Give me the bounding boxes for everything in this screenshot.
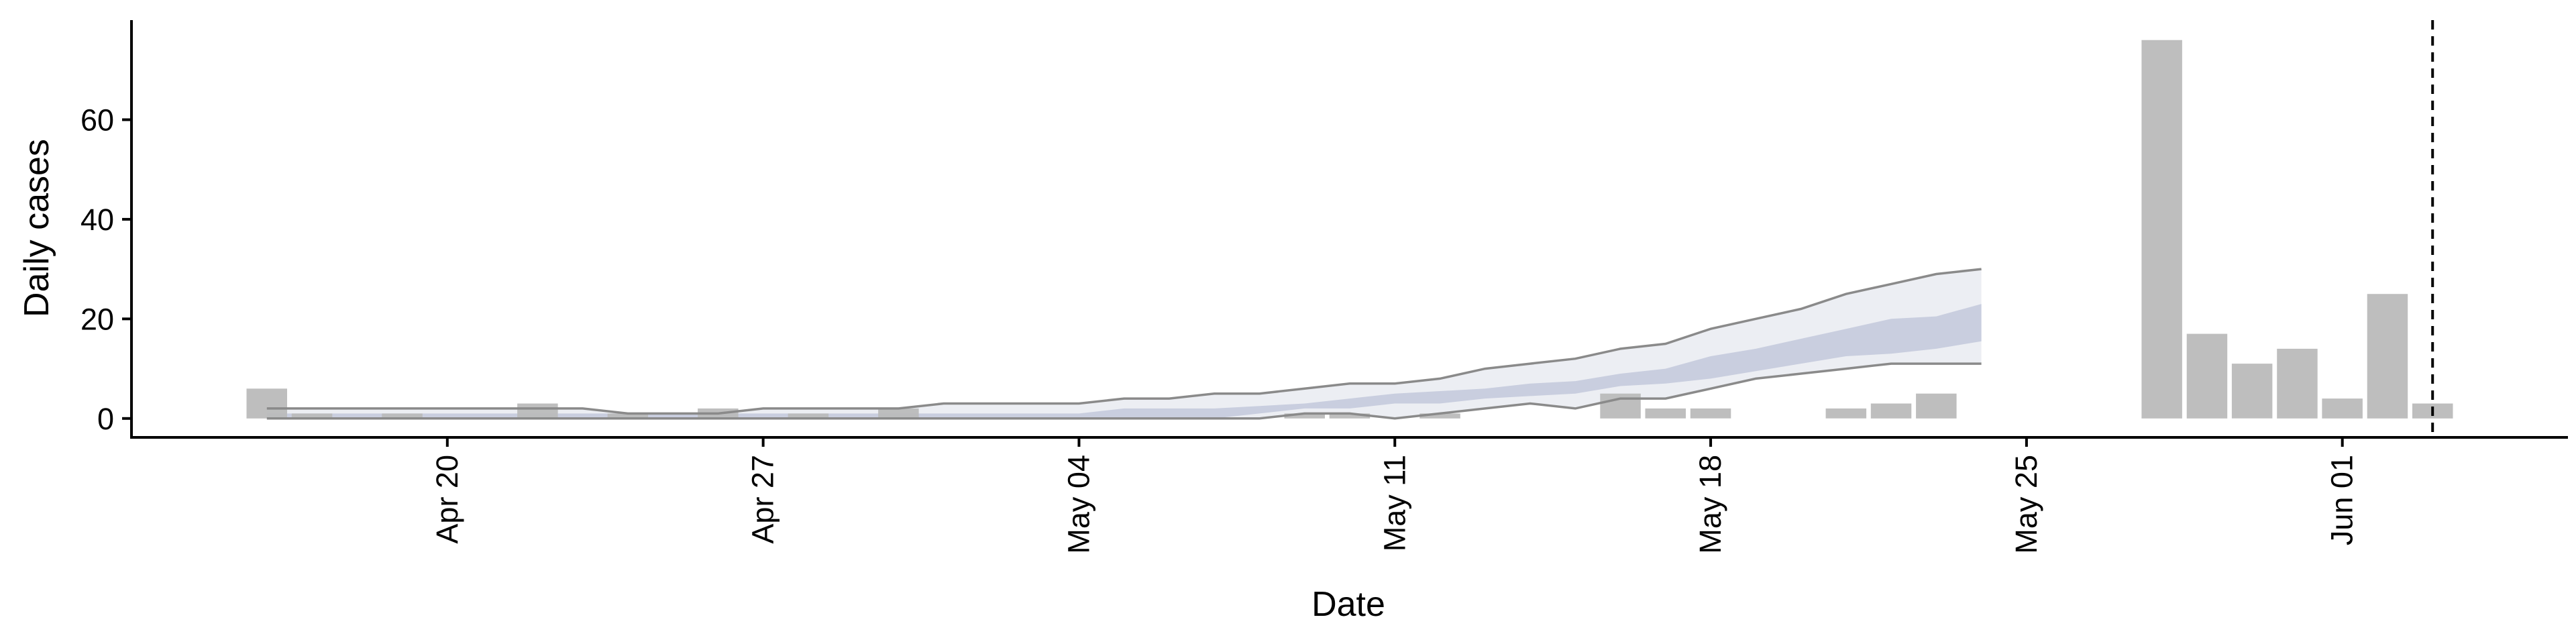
case-bar	[607, 413, 649, 419]
case-bar	[1870, 403, 1912, 419]
x-axis-title: Date	[1311, 585, 1385, 624]
case-bar	[2367, 294, 2408, 419]
estimate-lower-line	[266, 362, 1982, 420]
case-bar	[878, 408, 919, 419]
case-bar	[2186, 333, 2228, 419]
x-ticks: Apr 20 Apr 27 May 04 May 11 May 18 May 25 Jun …	[430, 437, 2359, 554]
case-bars	[246, 40, 2453, 419]
estimate-outlines	[266, 268, 1982, 420]
case-bar	[1419, 413, 1460, 419]
case-bar	[2141, 40, 2182, 419]
x-tick-label: May 04	[1061, 455, 1095, 554]
x-tick-label: Apr 20	[430, 455, 464, 544]
case-bar	[517, 403, 558, 419]
estimate-bands	[266, 269, 1982, 419]
case-bar	[1916, 393, 1957, 419]
x-tick-label: Jun 01	[2325, 455, 2359, 545]
case-bar	[1600, 393, 1641, 419]
case-bar	[788, 413, 829, 419]
estimate-band-50	[266, 304, 1982, 419]
axes	[130, 20, 2568, 439]
case-bar	[1690, 408, 1731, 419]
y-tick-label: 40	[80, 203, 114, 237]
y-tick-label: 20	[80, 302, 114, 336]
x-tick-label: Apr 27	[746, 455, 780, 544]
y-tick-label: 0	[97, 402, 114, 436]
case-bar	[2277, 348, 2318, 419]
estimate-band-90	[266, 269, 1982, 419]
case-bar	[1825, 408, 1867, 419]
case-bar	[2322, 398, 2363, 419]
case-bar	[246, 388, 287, 419]
case-bar	[1329, 413, 1371, 419]
x-tick-label: May 11	[1377, 455, 1411, 551]
case-bar	[2231, 364, 2273, 419]
case-bar	[1284, 413, 1325, 419]
x-tick-label: May 25	[2009, 455, 2043, 554]
y-axis-title: Daily cases	[17, 139, 56, 317]
case-bar	[382, 413, 423, 419]
y-tick-label: 60	[80, 103, 114, 137]
case-bar	[1645, 408, 1686, 419]
y-ticks: 0 20 40 60	[80, 103, 131, 436]
estimate-upper-line	[266, 268, 1982, 415]
case-bar	[291, 413, 333, 419]
x-tick-label: May 18	[1693, 455, 1727, 554]
